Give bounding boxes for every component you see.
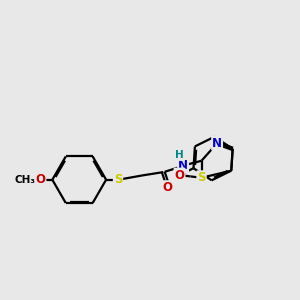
Text: S: S bbox=[114, 173, 122, 186]
Text: N: N bbox=[178, 159, 188, 172]
Text: N: N bbox=[212, 137, 222, 150]
Text: O: O bbox=[35, 173, 45, 186]
Text: O: O bbox=[175, 169, 184, 182]
Text: O: O bbox=[163, 181, 172, 194]
Text: CH₃: CH₃ bbox=[14, 175, 35, 185]
Text: H: H bbox=[176, 150, 184, 160]
Text: S: S bbox=[197, 171, 206, 184]
